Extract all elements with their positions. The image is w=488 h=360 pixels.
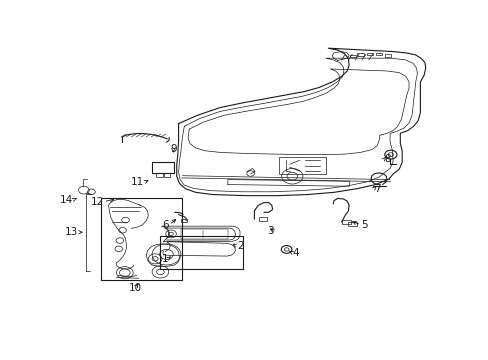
Bar (376, 53, 382, 55)
Text: 8: 8 (383, 154, 390, 164)
Bar (164, 174, 170, 177)
Bar (101, 198, 182, 280)
Bar (181, 219, 186, 222)
Text: 4: 4 (292, 248, 298, 258)
Text: 11: 11 (130, 177, 143, 187)
Text: 3: 3 (267, 226, 274, 236)
Text: 13: 13 (65, 227, 78, 237)
Bar (349, 55, 355, 57)
Bar (347, 222, 356, 226)
Bar (159, 236, 243, 269)
Text: 14: 14 (60, 195, 73, 205)
Bar (156, 174, 163, 177)
Bar (259, 217, 267, 221)
Text: 12: 12 (90, 197, 103, 207)
Text: 7: 7 (373, 184, 380, 194)
Text: 1: 1 (161, 254, 168, 264)
Text: 6: 6 (162, 220, 169, 230)
Text: 5: 5 (361, 220, 367, 230)
Bar (341, 220, 350, 224)
Text: 2: 2 (237, 241, 244, 251)
Text: 9: 9 (170, 144, 176, 153)
Bar (279, 157, 326, 174)
Text: 10: 10 (128, 283, 142, 293)
Bar (384, 54, 390, 57)
Bar (152, 162, 174, 174)
Bar (366, 53, 372, 55)
Bar (357, 53, 363, 56)
